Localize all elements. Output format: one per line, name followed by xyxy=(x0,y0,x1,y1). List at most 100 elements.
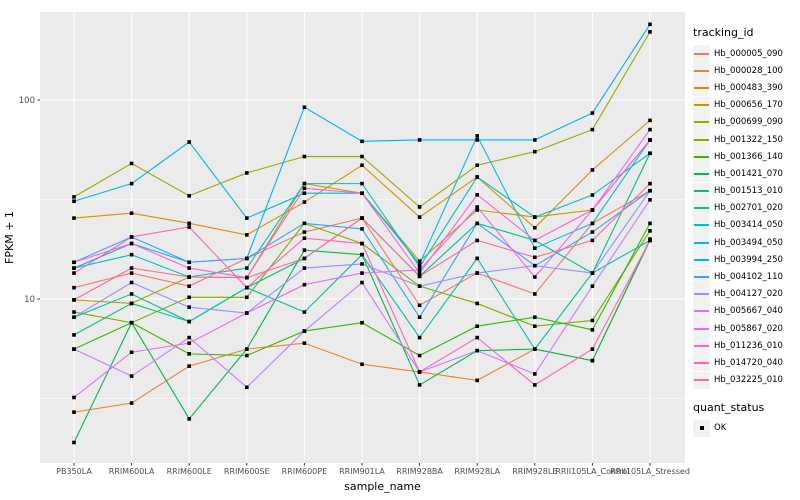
data-point xyxy=(417,268,422,272)
data-point xyxy=(360,227,364,231)
data-point xyxy=(417,271,422,275)
data-point xyxy=(72,347,76,351)
x-tick-label: PB350LA xyxy=(56,467,92,476)
data-point xyxy=(129,292,134,296)
data-point xyxy=(302,191,307,196)
data-point xyxy=(590,347,595,351)
legend-key-line xyxy=(693,337,710,355)
data-point xyxy=(302,154,307,159)
data-point xyxy=(417,383,422,387)
legend-key-line xyxy=(693,182,710,200)
data-point xyxy=(187,266,191,270)
data-point xyxy=(72,410,76,414)
data-point xyxy=(187,284,191,288)
x-tick-label: RRIM600LA xyxy=(109,467,155,476)
data-point xyxy=(417,353,422,358)
data-point xyxy=(129,211,134,215)
data-point xyxy=(590,318,595,323)
data-point xyxy=(129,181,134,186)
data-point xyxy=(360,271,364,275)
data-point xyxy=(72,271,76,275)
data-point xyxy=(72,440,76,445)
legend-item: Hb_000656_170 xyxy=(693,96,799,114)
data-point xyxy=(533,255,537,260)
data-point xyxy=(302,236,307,241)
legend-item-label: Hb_001366_140 xyxy=(714,151,783,162)
x-tick-label: RRIM928LE xyxy=(512,467,557,476)
data-point xyxy=(475,138,479,142)
legend-item-label: Hb_001421_070 xyxy=(714,168,783,179)
data-point xyxy=(245,385,249,390)
data-point xyxy=(417,138,422,142)
data-point xyxy=(533,246,537,251)
legend-key-square xyxy=(693,419,710,437)
data-point xyxy=(590,284,595,288)
legend-item: Hb_003494_050 xyxy=(693,234,799,252)
data-point xyxy=(533,315,537,320)
data-point xyxy=(533,238,537,243)
legend-key-line xyxy=(693,251,710,269)
legend-key-line xyxy=(693,354,710,372)
legend-item-label: Hb_032225_010 xyxy=(714,375,783,386)
data-point xyxy=(475,335,479,340)
data-point xyxy=(72,260,76,265)
legend-key-line xyxy=(693,371,710,389)
data-point xyxy=(590,221,595,226)
data-point xyxy=(417,215,422,219)
data-point xyxy=(129,320,134,325)
data-point xyxy=(533,138,537,142)
data-point xyxy=(648,127,652,132)
legend-item: Hb_032225_010 xyxy=(693,371,799,389)
data-point xyxy=(533,347,537,351)
y-tick-label: 10 xyxy=(24,295,35,305)
data-point xyxy=(648,229,652,233)
legend-item: Hb_001513_010 xyxy=(693,182,799,200)
data-point xyxy=(129,266,134,270)
data-point xyxy=(302,230,307,234)
data-point xyxy=(590,230,595,234)
data-point xyxy=(245,216,249,220)
data-point xyxy=(533,263,537,268)
legend-item-label: Hb_000699_090 xyxy=(714,117,783,128)
y-axis-title: FPKM + 1 xyxy=(3,211,16,264)
legend-key-line xyxy=(693,302,710,320)
data-point xyxy=(360,262,364,266)
data-point xyxy=(72,285,76,290)
data-point xyxy=(360,320,364,325)
legend-key-line xyxy=(693,268,710,286)
data-point xyxy=(245,347,249,351)
data-point xyxy=(475,238,479,243)
data-point xyxy=(533,275,537,279)
data-point xyxy=(475,271,479,275)
data-point xyxy=(72,195,76,199)
data-point xyxy=(302,105,307,110)
x-tick-label: RRII105LA_Stressed xyxy=(610,467,690,476)
data-point xyxy=(302,221,307,226)
data-point xyxy=(360,181,364,186)
legend-key-line xyxy=(693,113,710,131)
legend-item-label: Hb_014720_040 xyxy=(714,357,783,368)
x-tick-label: RRII105LA_Control xyxy=(555,467,629,476)
data-point xyxy=(475,348,479,353)
data-point xyxy=(360,241,364,246)
x-tick-label: RRIM600SE xyxy=(224,467,270,476)
legend-item-label: Hb_002701_020 xyxy=(714,203,783,214)
data-point xyxy=(187,140,191,144)
legend-key-line xyxy=(693,96,710,114)
data-point xyxy=(72,298,76,302)
legend-key-line xyxy=(693,285,710,303)
legend-item-label: Hb_000656_170 xyxy=(714,100,783,111)
legend-key-line xyxy=(693,45,710,63)
data-point xyxy=(187,319,191,324)
legend-title-tracking-id: tracking_id xyxy=(693,26,754,39)
data-point xyxy=(360,216,364,220)
data-point xyxy=(129,401,134,405)
data-point xyxy=(245,275,249,280)
data-point xyxy=(648,30,652,34)
data-point xyxy=(245,171,249,175)
legend-item: Hb_004127_020 xyxy=(693,285,799,303)
legend-item: Hb_001421_070 xyxy=(693,165,799,183)
data-point xyxy=(648,22,652,27)
legend-item-label: Hb_004102_110 xyxy=(714,272,783,283)
